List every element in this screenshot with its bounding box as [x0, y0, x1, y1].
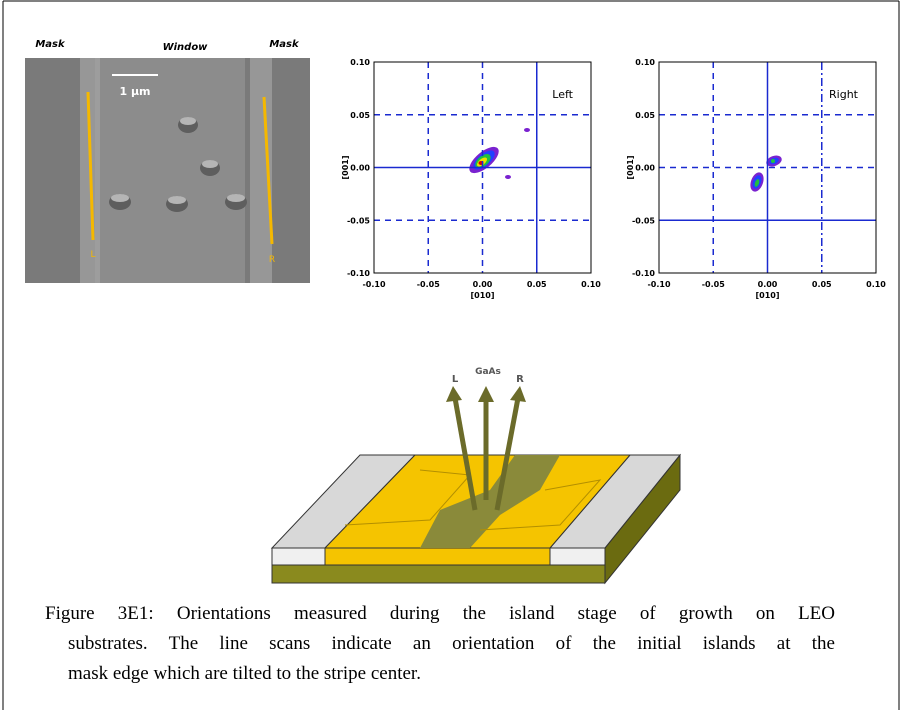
y-tick-label: 0.10 [350, 58, 370, 67]
contour [524, 128, 530, 132]
x-tick-label: 0.00 [758, 280, 778, 289]
sem-label: Mask [269, 39, 300, 50]
contour [771, 159, 775, 163]
y-tick-label: -0.05 [347, 216, 370, 225]
y-tick-label: 0.05 [635, 111, 655, 120]
x-tick-label: -0.05 [702, 280, 725, 289]
plot-title: Left [552, 88, 573, 101]
x-axis-label: [010] [755, 291, 779, 300]
y-tick-label: 0.00 [350, 164, 370, 173]
y-tick-label: -0.10 [632, 269, 655, 278]
contour [505, 175, 511, 179]
line-label: R [269, 255, 275, 265]
caption-line: substrates. The line scans indicate an o… [68, 633, 835, 654]
x-tick-label: 0.10 [581, 280, 601, 289]
y-axis-label: [001] [626, 155, 635, 179]
caption-line: Figure 3E1: Orientations measured during… [45, 603, 835, 624]
x-axis-label: [010] [470, 291, 494, 300]
arrow-label: R [516, 374, 524, 385]
diagram [270, 386, 682, 585]
y-tick-label: -0.10 [347, 269, 370, 278]
x-tick-label: -0.10 [362, 280, 385, 289]
sem-image [25, 58, 310, 283]
plot-frame [373, 61, 592, 274]
sem-label: Mask [35, 39, 66, 50]
y-tick-label: 0.05 [350, 111, 370, 120]
caption-line: mask edge which are tilted to the stripe… [68, 663, 421, 684]
x-tick-label: -0.05 [417, 280, 440, 289]
arrow-label: L [452, 374, 459, 385]
plot-frame [658, 61, 877, 274]
y-tick-label: 0.00 [635, 164, 655, 173]
plot-title: Right [829, 88, 859, 101]
contour [754, 179, 760, 187]
sem-label: Window [163, 42, 209, 53]
x-tick-label: 0.10 [866, 280, 886, 289]
x-tick-label: -0.10 [647, 280, 670, 289]
x-tick-label: 0.05 [527, 280, 547, 289]
y-tick-label: 0.10 [635, 58, 655, 67]
line-label: L [90, 250, 95, 260]
y-tick-label: -0.05 [632, 216, 655, 225]
x-tick-label: 0.05 [812, 280, 832, 289]
arrow-label: GaAs [475, 367, 501, 377]
scale-bar-label: 1 µm [119, 85, 150, 98]
x-tick-label: 0.00 [473, 280, 493, 289]
y-axis-label: [001] [341, 155, 350, 179]
